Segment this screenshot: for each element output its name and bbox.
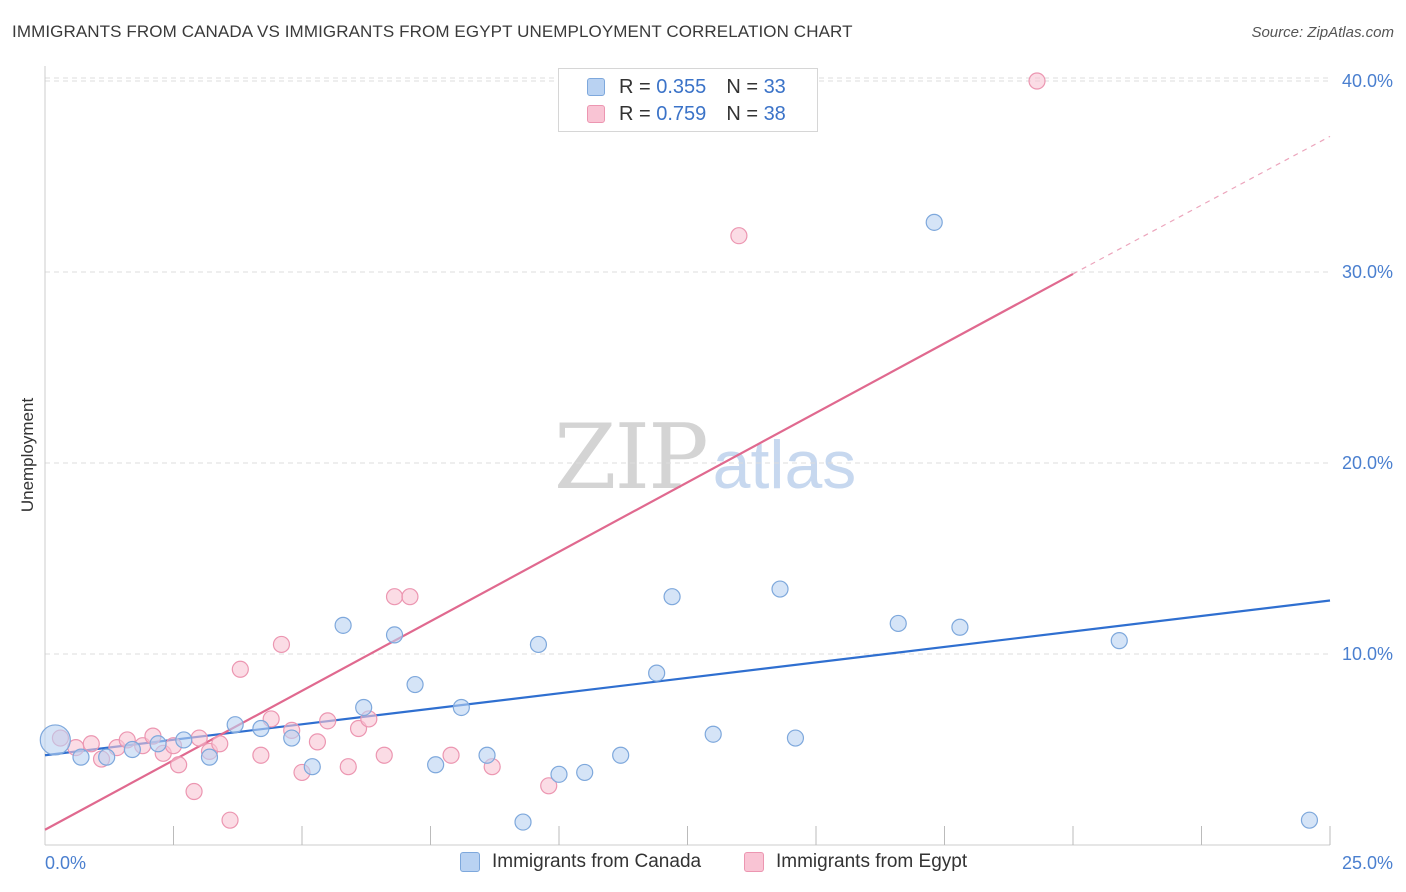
legend-swatch-egypt xyxy=(587,105,605,123)
legend-r-value-canada: 0.355 xyxy=(656,75,707,98)
point-egypt xyxy=(82,735,100,753)
data-points xyxy=(39,72,1319,831)
point-canada xyxy=(529,635,548,654)
point-canada xyxy=(355,698,373,717)
bottom-legend-canada: Immigrants from Canada xyxy=(460,851,701,873)
point-egypt xyxy=(170,756,188,774)
point-canada xyxy=(612,746,630,764)
point-canada xyxy=(175,731,193,749)
point-canada xyxy=(648,664,666,682)
bottom-legend-swatch-canada xyxy=(460,852,480,872)
point-egypt xyxy=(385,588,404,606)
point-egypt xyxy=(319,712,337,730)
point-canada xyxy=(406,675,424,694)
point-canada xyxy=(427,756,445,774)
bottom-legend: Immigrants from Canada Immigrants from E… xyxy=(0,851,1406,877)
legend-n-value-egypt: 38 xyxy=(763,102,786,125)
legend-r-label-canada: R = xyxy=(619,75,651,98)
point-canada xyxy=(149,735,167,753)
point-egypt xyxy=(540,777,558,795)
point-canada xyxy=(303,758,321,776)
point-canada xyxy=(514,813,532,831)
point-canada xyxy=(951,618,969,636)
y-tick-label: 20.0% xyxy=(1342,453,1393,473)
bottom-legend-label-egypt: Immigrants from Egypt xyxy=(776,851,968,872)
point-egypt xyxy=(401,588,419,606)
legend-row-canada: R = 0.355 N = 33 xyxy=(587,74,786,100)
axes xyxy=(44,66,1331,846)
watermark: ZIPatlas xyxy=(554,405,856,510)
legend-r-value-egypt: 0.759 xyxy=(656,102,707,125)
gridlines xyxy=(45,77,1330,655)
point-egypt xyxy=(231,660,249,678)
legend-n-label-egypt: N = xyxy=(726,102,758,125)
point-canada xyxy=(252,719,270,738)
bottom-legend-egypt: Immigrants from Egypt xyxy=(744,851,967,873)
legend-n-value-canada: 33 xyxy=(763,75,786,98)
point-canada xyxy=(123,740,141,759)
legend: R = 0.355 N = 33 R = 0.759 N = 38 xyxy=(558,68,818,132)
point-egypt xyxy=(185,782,203,801)
point-canada xyxy=(704,725,722,743)
point-egypt xyxy=(442,746,460,764)
point-canada xyxy=(39,724,71,756)
point-canada xyxy=(786,729,805,747)
point-egypt xyxy=(252,746,270,764)
point-canada xyxy=(385,626,404,644)
point-canada xyxy=(1110,632,1128,650)
point-canada xyxy=(478,746,496,764)
point-canada xyxy=(72,748,90,766)
point-canada xyxy=(1300,811,1319,829)
y-tick-label: 40.0% xyxy=(1342,71,1393,91)
watermark-atlas: atlas xyxy=(712,427,857,503)
point-canada xyxy=(925,213,943,231)
trend-line-egypt-extension xyxy=(1072,135,1331,275)
point-egypt xyxy=(190,729,208,747)
point-egypt xyxy=(211,735,229,753)
chart-title: IMMIGRANTS FROM CANADA VS IMMIGRANTS FRO… xyxy=(12,22,853,41)
point-egypt xyxy=(308,733,327,751)
x-tick-label-max: 25.0% xyxy=(1342,853,1393,873)
y-tick-label: 10.0% xyxy=(1342,644,1393,664)
point-canada xyxy=(889,614,907,633)
point-canada xyxy=(576,763,594,782)
point-canada xyxy=(452,698,470,717)
legend-row-egypt: R = 0.759 N = 38 xyxy=(587,101,786,127)
bottom-legend-swatch-egypt xyxy=(744,852,764,872)
point-egypt xyxy=(375,746,393,764)
legend-swatch-canada xyxy=(587,78,605,96)
point-egypt xyxy=(221,811,239,829)
point-egypt xyxy=(339,758,357,776)
point-canada xyxy=(283,729,301,747)
point-egypt xyxy=(1028,72,1046,90)
watermark-zip: ZIP xyxy=(554,405,709,510)
point-egypt xyxy=(272,635,291,654)
x-tick-label-min: 0.0% xyxy=(45,853,86,873)
bottom-legend-label-canada: Immigrants from Canada xyxy=(492,851,702,872)
tick-labels: 10.0% 20.0% 30.0% 40.0% 0.0% 25.0% xyxy=(45,71,1393,873)
legend-n-label-canada: N = xyxy=(726,75,758,98)
source-label: Source: ZipAtlas.com xyxy=(1251,24,1394,41)
point-canada xyxy=(226,716,244,734)
y-tick-label: 30.0% xyxy=(1342,262,1393,282)
legend-r-label-egypt: R = xyxy=(619,102,651,125)
point-canada xyxy=(98,748,116,766)
point-canada xyxy=(663,588,681,606)
point-canada xyxy=(771,580,789,598)
point-canada xyxy=(200,748,219,766)
point-canada xyxy=(334,616,352,634)
point-egypt xyxy=(730,227,748,245)
point-canada xyxy=(550,765,568,783)
